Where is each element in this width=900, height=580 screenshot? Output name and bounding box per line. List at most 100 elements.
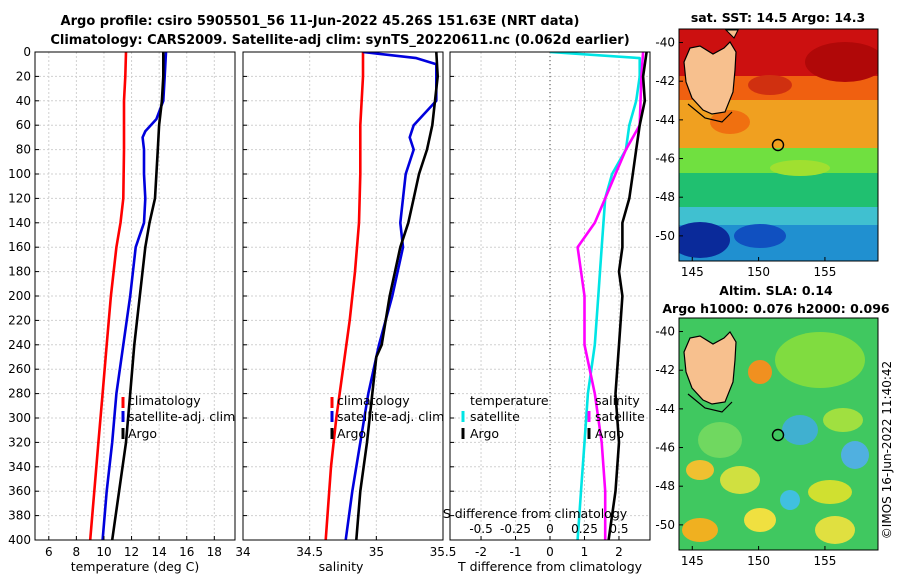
s-tick-label: 0.5 (609, 522, 628, 536)
y-tick-label: 20 (16, 69, 31, 83)
y-tick-label: 100 (8, 167, 31, 181)
s-tick-label: -0.25 (500, 522, 531, 536)
x-tick-label: 12 (124, 545, 139, 559)
legend-label-s-argo: Argo (595, 426, 624, 441)
map-y-tick-label: -48 (655, 479, 675, 493)
temperature-lines (88, 52, 168, 540)
figure-title-line1: Argo profile: csiro 5905501_56 11-Jun-20… (61, 14, 580, 29)
salinity-ticks: 34 34.5 35 35.5 (235, 51, 457, 559)
x-tick-label: 10 (96, 545, 111, 559)
difference-xlabel: T difference from climatology (457, 559, 643, 574)
sla-map-title-line1: Altim. SLA: 0.14 (719, 283, 833, 298)
y-tick-label: 340 (8, 460, 31, 474)
argo-location-marker (771, 138, 785, 152)
tasmania-land (683, 41, 737, 115)
argo-location-marker (771, 428, 785, 442)
temperature-ticks: 0 20 40 60 80 100 120 140 160 180 200 220 240 260 280 3… (8, 45, 222, 559)
legend-title-temperature: temperature (470, 393, 549, 408)
series-line-t-argo (607, 52, 648, 540)
series-line-argo (355, 52, 440, 540)
y-tick-label: 160 (8, 240, 31, 254)
sst-map: sat. SST: 14.5 Argo: 14.3 145 150 155 -40 -4… (655, 10, 879, 279)
y-tick-label: 0 (23, 45, 31, 59)
legend-label-s-satellite: satellite (595, 409, 645, 424)
map-x-tick-label: 150 (747, 554, 770, 568)
legend-label-t-satellite: satellite (470, 409, 520, 424)
sla-map-ticks: 145 150 155 -40 -42 -44 -46 -48 -50 (655, 325, 836, 568)
sla-map: Altim. SLA: 0.14 Argo h1000: 0.076 h2000… (655, 283, 890, 568)
x-tick-label: 14 (151, 545, 166, 559)
sst-map-title: sat. SST: 14.5 Argo: 14.3 (691, 10, 865, 25)
s-tick-label: 0.25 (571, 522, 598, 536)
x-tick-label: 34 (235, 545, 250, 559)
salinity-legend: climatology satellite-adj. clim Argo (330, 393, 444, 441)
temperature-xlabel: temperature (deg C) (71, 559, 200, 574)
y-tick-label: 40 (16, 94, 31, 108)
difference-grid (450, 51, 650, 541)
x-tick-label: 16 (179, 545, 194, 559)
map-y-tick-label: -44 (655, 402, 675, 416)
x-tick-label: 35.5 (430, 545, 457, 559)
map-x-tick-label: 155 (813, 265, 836, 279)
x-tick-label: -1 (510, 545, 522, 559)
y-tick-label: 300 (8, 411, 31, 425)
salinity-xlabel: salinity (319, 559, 364, 574)
x-tick-label: 35 (369, 545, 384, 559)
temperature-panel: 0 20 40 60 80 100 120 140 160 180 200 220 240 260 280 3… (8, 45, 236, 574)
map-y-tick-label: -42 (655, 363, 675, 377)
map-x-tick-label: 145 (681, 265, 704, 279)
map-x-tick-label: 145 (681, 554, 704, 568)
x-tick-label: 0 (546, 545, 554, 559)
difference-ticks: -2 -1 0 1 2 (450, 51, 623, 559)
map-y-tick-label: -50 (655, 229, 675, 243)
tasmania-land (683, 331, 737, 405)
legend-label-climatology: climatology (128, 393, 201, 408)
map-y-tick-label: -40 (655, 36, 675, 50)
sst-map-frame (678, 28, 879, 262)
y-tick-label: 60 (16, 118, 31, 132)
difference-xlabel-top: S difference from climatology (443, 506, 628, 521)
s-tick-label: 0 (546, 522, 554, 536)
figure-title-line2: Climatology: CARS2009. Satellite-adj cli… (50, 33, 629, 48)
x-tick-label: 8 (73, 545, 81, 559)
y-tick-label: 320 (8, 435, 31, 449)
salinity-difference-ticks: -0.5 -0.25 0 0.25 0.5 (469, 522, 628, 536)
salinity-lines (324, 52, 440, 540)
salinity-panel: 34 34.5 35 35.5 salinity climatology satell… (235, 51, 457, 574)
sla-map-field (679, 318, 878, 550)
y-tick-label: 80 (16, 143, 31, 157)
shelf-contour (687, 103, 733, 123)
map-y-tick-label: -46 (655, 441, 675, 455)
x-tick-label: 6 (45, 545, 53, 559)
sst-map-ticks: 145 150 155 -40 -42 -44 -46 -48 -50 (655, 36, 836, 279)
y-tick-label: 400 (8, 533, 31, 547)
temperature-grid (35, 51, 235, 541)
series-line-climatology (88, 52, 128, 540)
map-y-tick-label: -50 (655, 518, 675, 532)
legend-label-satellite: satellite-adj. clim (128, 409, 235, 424)
series-line-satellite-adj-clim (101, 52, 168, 540)
map-y-tick-label: -48 (655, 190, 675, 204)
y-tick-label: 200 (8, 289, 31, 303)
legend-label-satellite: satellite-adj. clim (337, 409, 444, 424)
map-x-tick-label: 155 (813, 554, 836, 568)
series-line-s-satellite (576, 52, 645, 540)
y-tick-label: 260 (8, 362, 31, 376)
map-y-tick-label: -46 (655, 152, 675, 166)
series-line-argo (110, 52, 165, 540)
difference-legend: temperature satellite Argo salinity sate… (461, 393, 645, 441)
y-tick-label: 380 (8, 509, 31, 523)
map-x-tick-label: 150 (747, 265, 770, 279)
y-tick-label: 360 (8, 484, 31, 498)
difference-panel: -2 -1 0 1 2 T difference from climatology S … (443, 51, 651, 574)
temperature-legend: climatology satellite-adj. clim Argo (121, 393, 235, 441)
x-tick-label: 18 (207, 545, 222, 559)
y-tick-label: 120 (8, 191, 31, 205)
shelf-contour (687, 393, 733, 413)
y-tick-label: 240 (8, 338, 31, 352)
legend-label-t-argo: Argo (470, 426, 499, 441)
sst-map-field (679, 29, 878, 261)
x-tick-label: 34.5 (296, 545, 323, 559)
legend-title-salinity: salinity (595, 393, 640, 408)
